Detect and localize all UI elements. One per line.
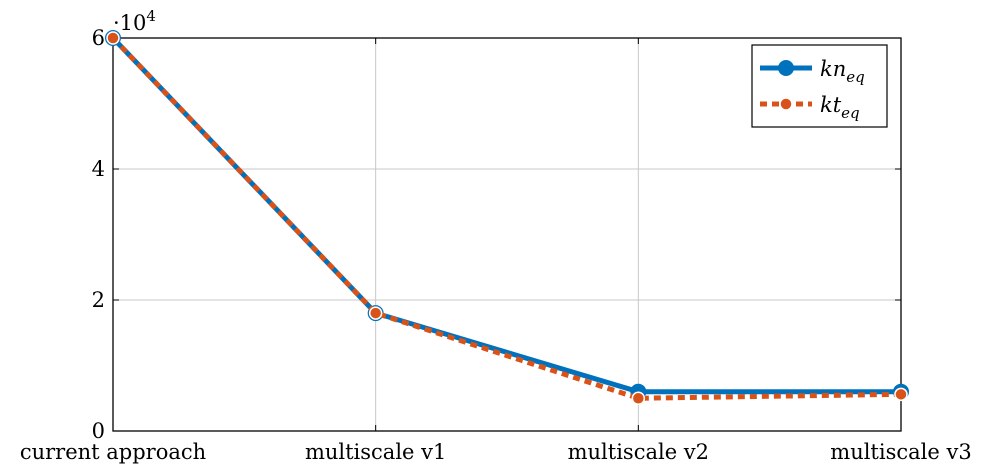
series-line-kt	[111, 36, 902, 401]
y-tick-label: 4	[92, 157, 105, 181]
data-series	[105, 30, 909, 405]
data-point-kt	[106, 31, 120, 45]
legend-swatch-kt-marker	[779, 97, 793, 111]
legend-label-kn: kneq	[820, 57, 865, 86]
series-kt	[106, 31, 908, 405]
x-axis-ticks: current approach multiscale v1 multiscale …	[20, 38, 972, 464]
x-tick-label: multiscale v2	[568, 440, 709, 464]
legend-entry-kt: kteq	[760, 93, 860, 122]
legend-box	[751, 44, 888, 128]
legend-swatch-kn-marker	[778, 60, 794, 76]
y-axis-multiplier: ·104	[113, 7, 156, 35]
x-tick-label: multiscale v1	[305, 440, 446, 464]
data-point-kt	[368, 306, 383, 320]
y-axis-ticks: 0 2 4 6	[92, 26, 901, 443]
series-line-kn	[111, 36, 901, 395]
legend-label-kt: kteq	[820, 93, 860, 122]
data-point-kt	[631, 391, 646, 405]
legend: kneq kteq	[751, 44, 888, 128]
plot-frame	[112, 37, 902, 432]
y-tick-label: 2	[92, 288, 105, 312]
x-tick-label: multiscale v3	[830, 440, 971, 464]
x-tick-label: current approach	[20, 440, 206, 464]
y-tick-label: 6	[92, 26, 105, 50]
y-tick-label: 0	[92, 419, 105, 443]
grid-lines	[113, 38, 901, 431]
data-point-kt	[894, 387, 908, 402]
legend-entry-kn: kneq	[760, 57, 865, 86]
